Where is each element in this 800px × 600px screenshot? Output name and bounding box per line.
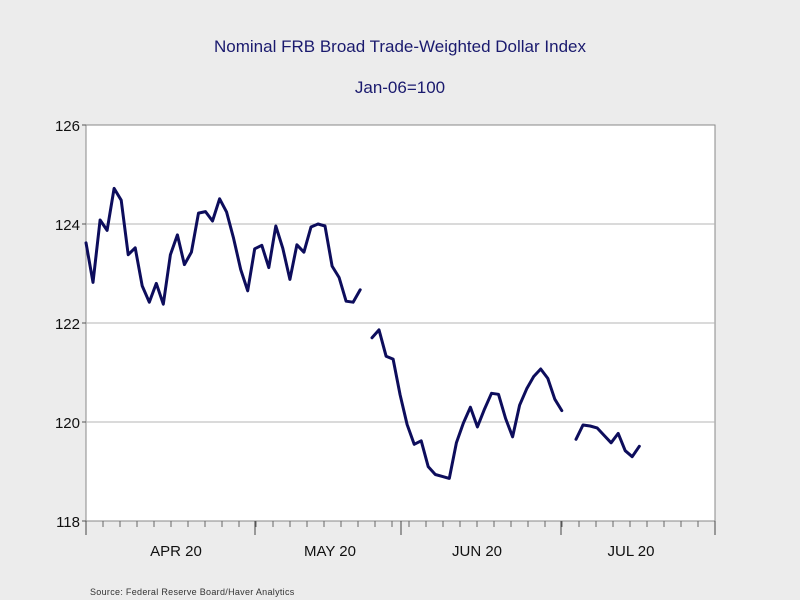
chart-subtitle: Jan-06=100 — [354, 78, 446, 97]
series-lines — [84, 186, 641, 480]
x-tick-label: APR 20 — [150, 543, 202, 560]
y-axis: 126 124 122 120 118 — [55, 118, 86, 531]
series-line-segment — [84, 186, 362, 306]
series-line-segment — [370, 328, 564, 480]
y-tick-label: 120 — [55, 415, 80, 432]
series-line-segment — [574, 423, 641, 459]
x-axis: APR 20 MAY 20 JUN 20 JUL 20 — [85, 521, 716, 560]
y-tick-label: 118 — [56, 514, 80, 531]
chart-title: Nominal FRB Broad Trade-Weighted Dollar … — [214, 37, 586, 56]
source-note: Source: Federal Reserve Board/Haver Anal… — [90, 587, 295, 597]
y-tick-label: 122 — [55, 316, 80, 333]
x-tick-label: JUL 20 — [608, 543, 655, 560]
y-tick-label: 124 — [55, 217, 80, 234]
x-tick-label: JUN 20 — [452, 543, 502, 560]
x-tick-label: MAY 20 — [304, 543, 356, 560]
y-tick-label: 126 — [55, 118, 80, 135]
gridlines — [86, 223, 715, 423]
